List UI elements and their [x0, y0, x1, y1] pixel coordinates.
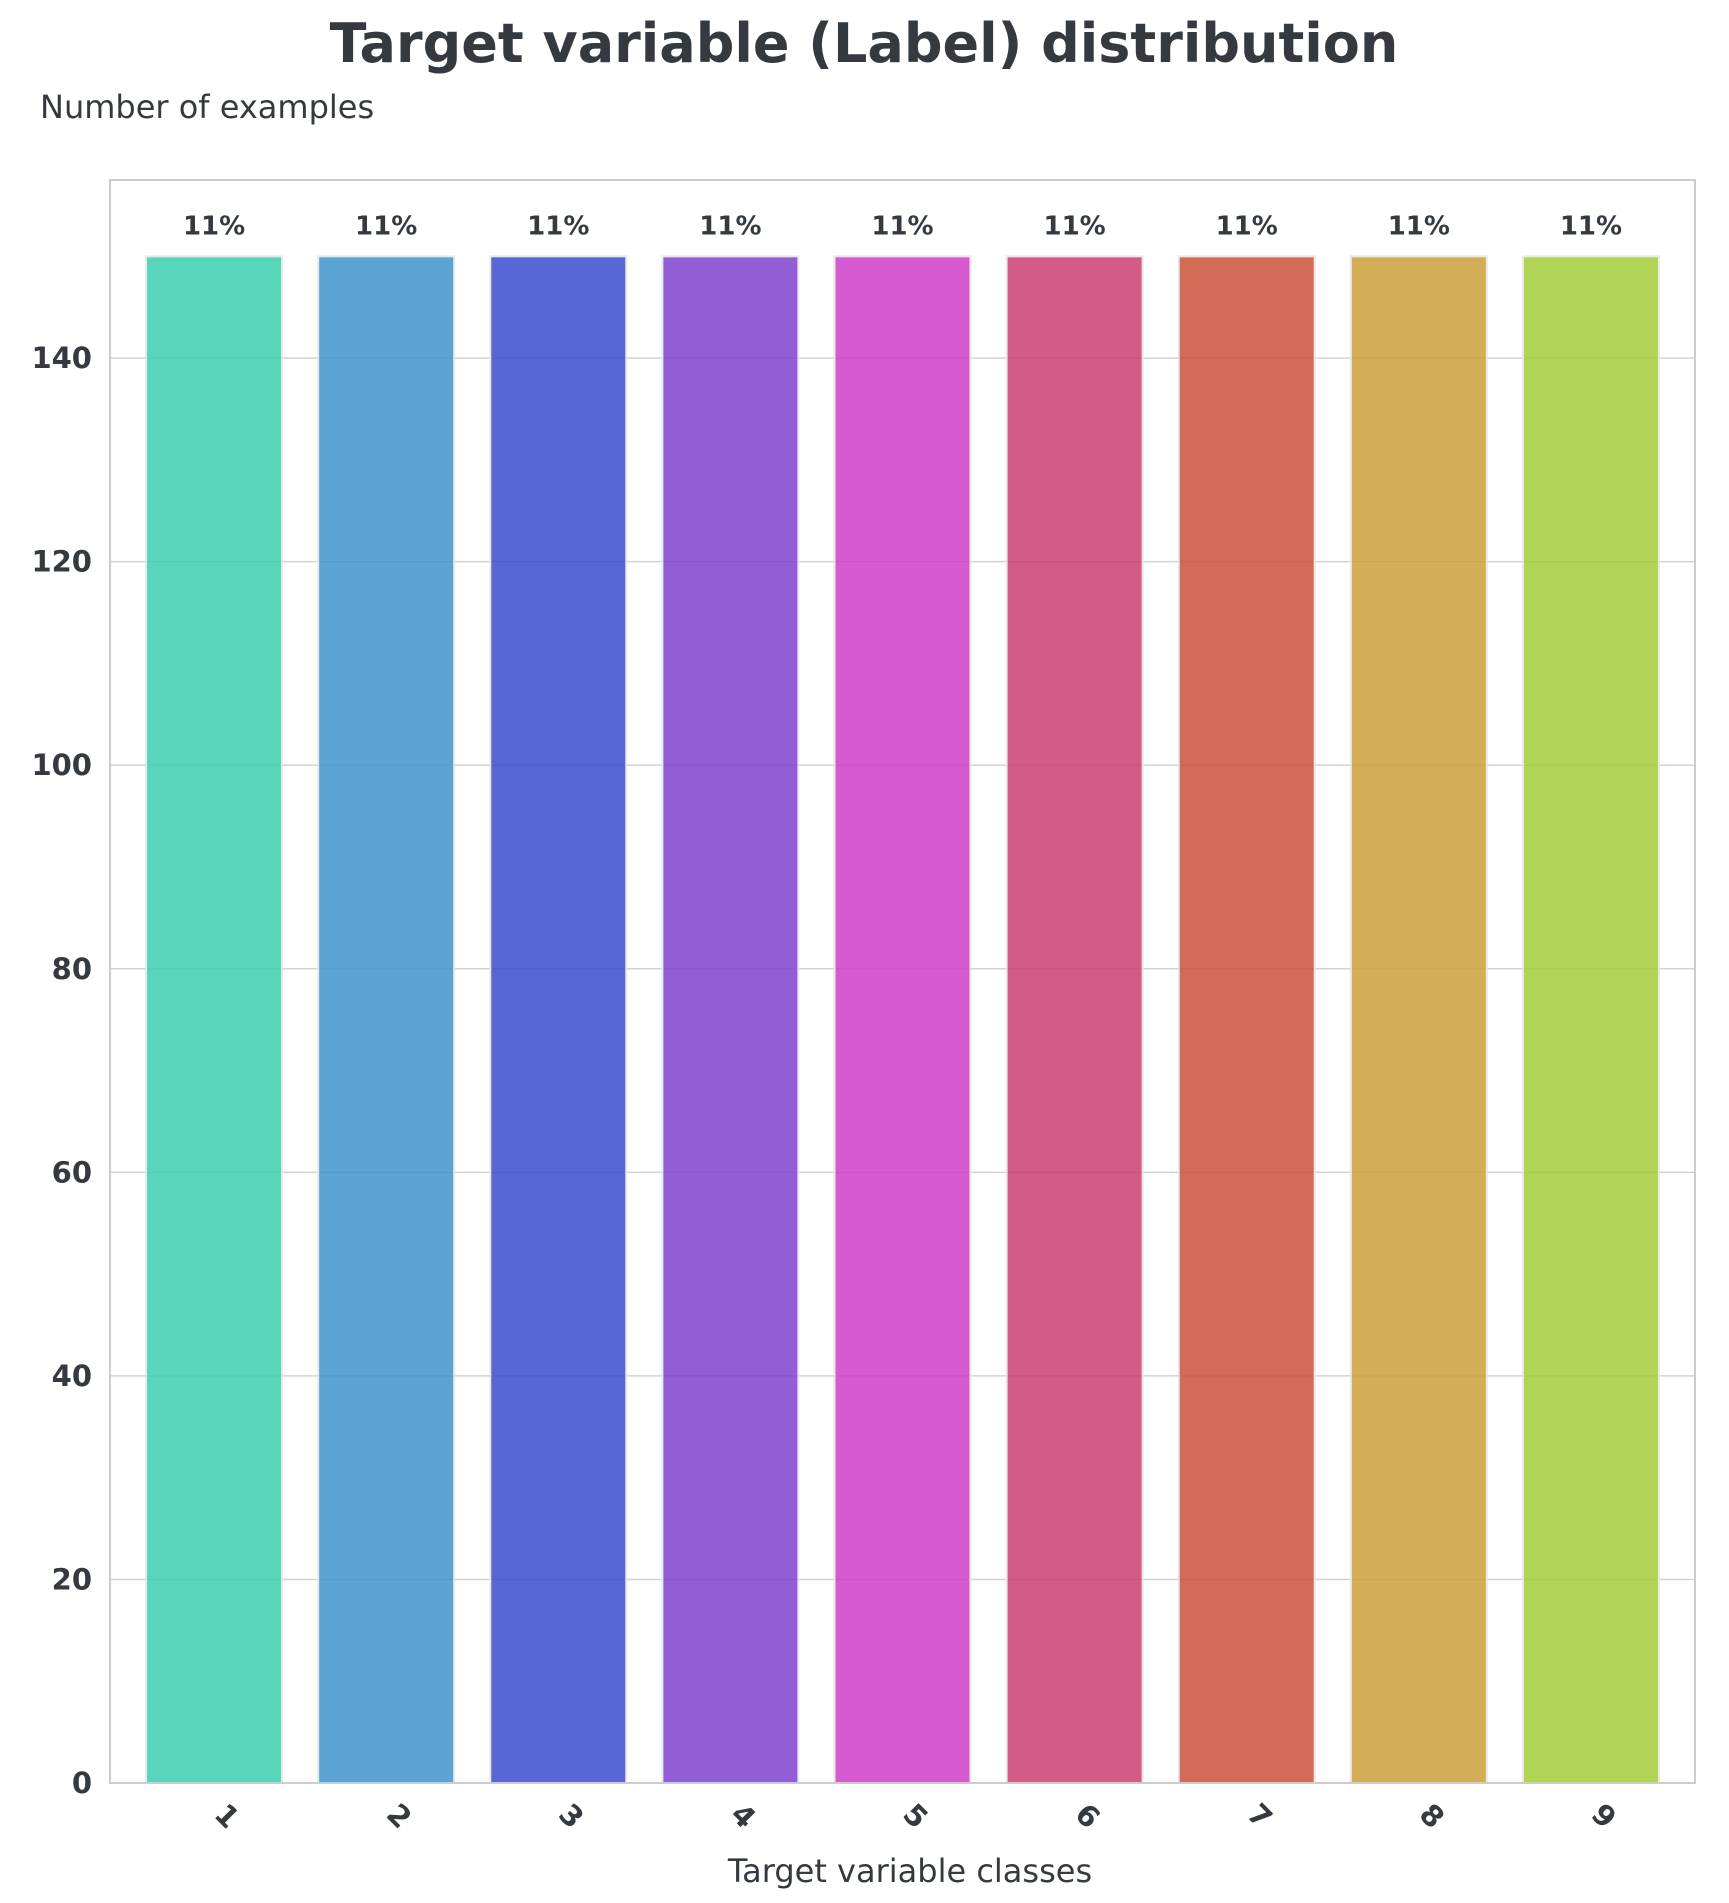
bar-5 — [833, 255, 972, 1784]
y-axis-label: Number of examples — [40, 88, 374, 126]
bars — [145, 255, 1660, 1784]
data-label-3: 11% — [527, 211, 589, 241]
bar-1 — [145, 255, 284, 1784]
bar-3 — [489, 255, 628, 1784]
x-tick-label-5: 5 — [896, 1797, 934, 1835]
x-tick-label-7: 7 — [1241, 1797, 1279, 1835]
bar-7 — [1177, 255, 1316, 1784]
data-label-5: 11% — [871, 211, 933, 241]
y-tick-label: 0 — [72, 1766, 92, 1800]
bar-4 — [661, 255, 800, 1784]
y-tick-label: 80 — [52, 952, 92, 986]
data-labels: 11% 11% 11% 11% 11% 11% 11% 11% 11% — [183, 211, 1622, 241]
y-tick-label: 120 — [31, 545, 92, 579]
y-axis-ticks: 0 20 40 60 80 100 120 140 — [31, 341, 92, 1800]
x-tick-label-4: 4 — [724, 1797, 762, 1835]
x-tick-label-2: 2 — [380, 1797, 418, 1835]
x-axis-ticks: 1 2 3 4 5 6 7 8 9 — [208, 1797, 1623, 1835]
x-tick-label-3: 3 — [552, 1797, 590, 1835]
data-label-2: 11% — [355, 211, 417, 241]
y-tick-label: 100 — [31, 748, 92, 782]
x-tick-label-1: 1 — [208, 1797, 246, 1835]
bar-9 — [1521, 255, 1660, 1784]
bar-8 — [1349, 255, 1488, 1784]
data-label-4: 11% — [699, 211, 761, 241]
bar-6 — [1005, 255, 1144, 1784]
y-tick-label: 140 — [31, 341, 92, 375]
data-label-7: 11% — [1216, 211, 1278, 241]
plot-frame — [109, 179, 1696, 1784]
data-label-6: 11% — [1043, 211, 1105, 241]
y-tick-label: 60 — [52, 1155, 92, 1189]
data-label-8: 11% — [1388, 211, 1450, 241]
data-label-1: 11% — [183, 211, 245, 241]
data-label-9: 11% — [1560, 211, 1622, 241]
x-tick-label-8: 8 — [1413, 1797, 1451, 1835]
y-tick-label: 40 — [52, 1359, 92, 1393]
x-tick-label-9: 9 — [1585, 1797, 1623, 1835]
x-tick-label-6: 6 — [1069, 1797, 1107, 1835]
y-tick-label: 20 — [52, 1562, 92, 1596]
bar-2 — [317, 255, 456, 1784]
x-axis-label: Target variable classes — [727, 1852, 1092, 1890]
chart-title: Target variable (Label) distribution — [330, 12, 1399, 75]
